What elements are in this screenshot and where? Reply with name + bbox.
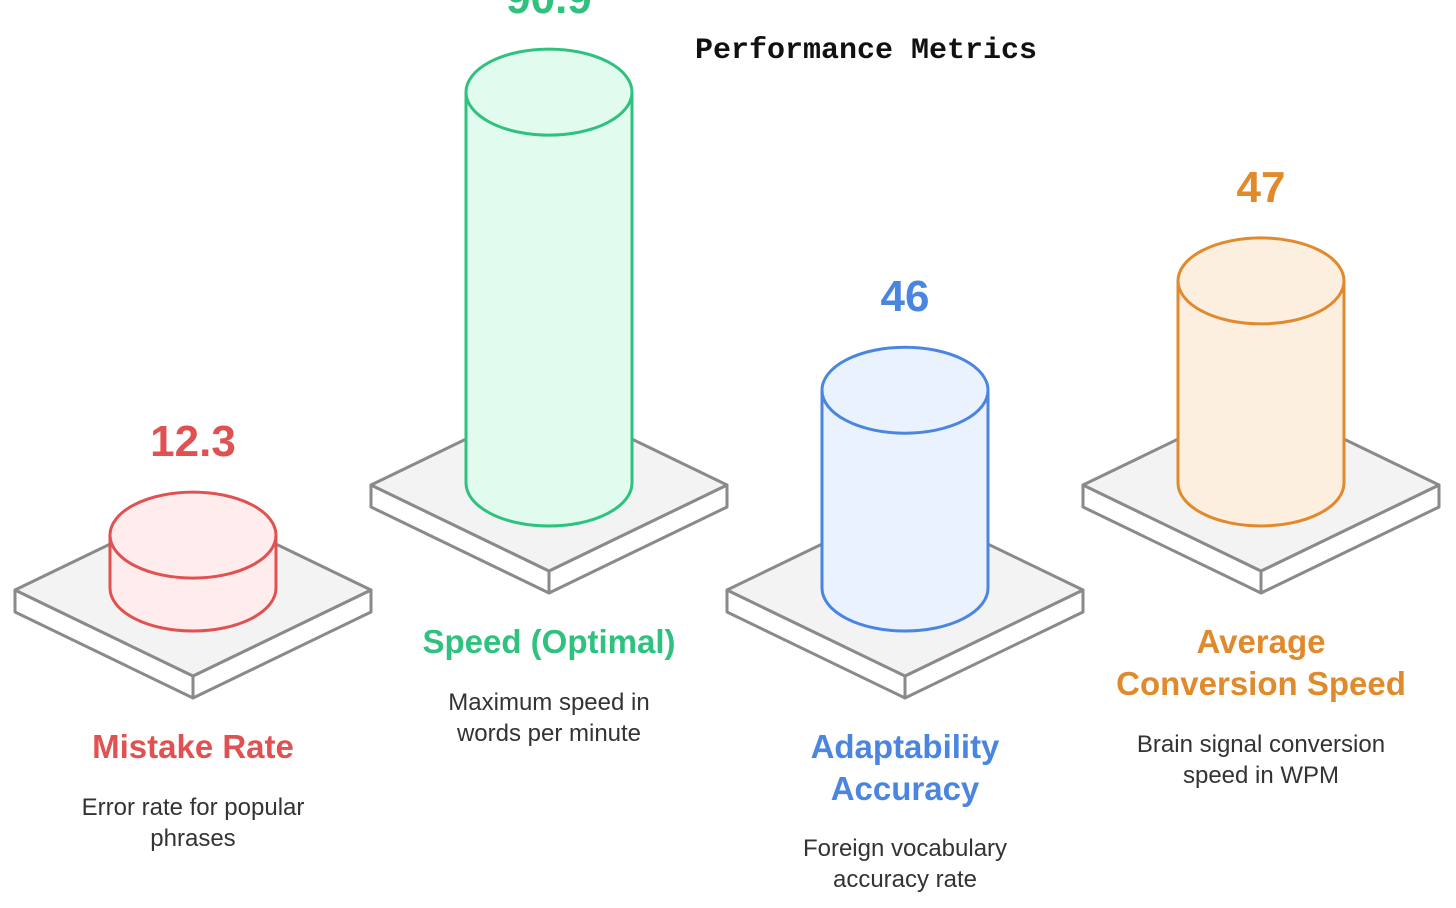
category-label: Accuracy xyxy=(831,770,980,807)
value-label: 12.3 xyxy=(150,417,236,466)
category-label: Average xyxy=(1196,623,1325,660)
cylinder-top xyxy=(464,47,634,137)
description-label: speed in WPM xyxy=(1183,762,1339,789)
cylinder-top xyxy=(820,345,990,435)
description-label: Brain signal conversion xyxy=(1137,731,1385,758)
bar-3: 46 Adaptability Accuracy Foreign vocabulary… xyxy=(725,272,1085,893)
cylinder-top xyxy=(1176,236,1346,326)
cylinder-body xyxy=(820,388,990,633)
value-label: 47 xyxy=(1237,163,1286,212)
cylinder-top xyxy=(108,490,278,580)
chart-title: Performance Metrics xyxy=(695,34,1037,68)
value-label: 90.9 xyxy=(506,0,592,23)
bar-2: 90.9 Speed (Optimal) Maximum speed in words… xyxy=(369,0,729,747)
category-label: Speed (Optimal) xyxy=(422,623,675,660)
description-label: words per minute xyxy=(456,720,641,747)
bar-4: 47 Average Conversion Speed Brain signal co… xyxy=(1081,163,1441,789)
cylinder-body xyxy=(1176,279,1346,528)
description-label: phrases xyxy=(150,825,235,852)
category-label: Adaptability xyxy=(811,728,1000,765)
cylinder-body xyxy=(464,90,634,528)
description-label: Maximum speed in xyxy=(448,689,649,716)
bar-1: 12.3 Mistake Rate Error rate for popular ph… xyxy=(13,417,373,852)
description-label: Foreign vocabulary xyxy=(803,835,1007,862)
category-label: Conversion Speed xyxy=(1116,665,1406,702)
description-label: accuracy rate xyxy=(833,866,977,893)
value-label: 46 xyxy=(881,272,930,321)
description-label: Error rate for popular xyxy=(82,794,305,821)
category-label: Mistake Rate xyxy=(92,728,294,765)
bars-group: 12.3 Mistake Rate Error rate for popular ph… xyxy=(13,0,1441,893)
